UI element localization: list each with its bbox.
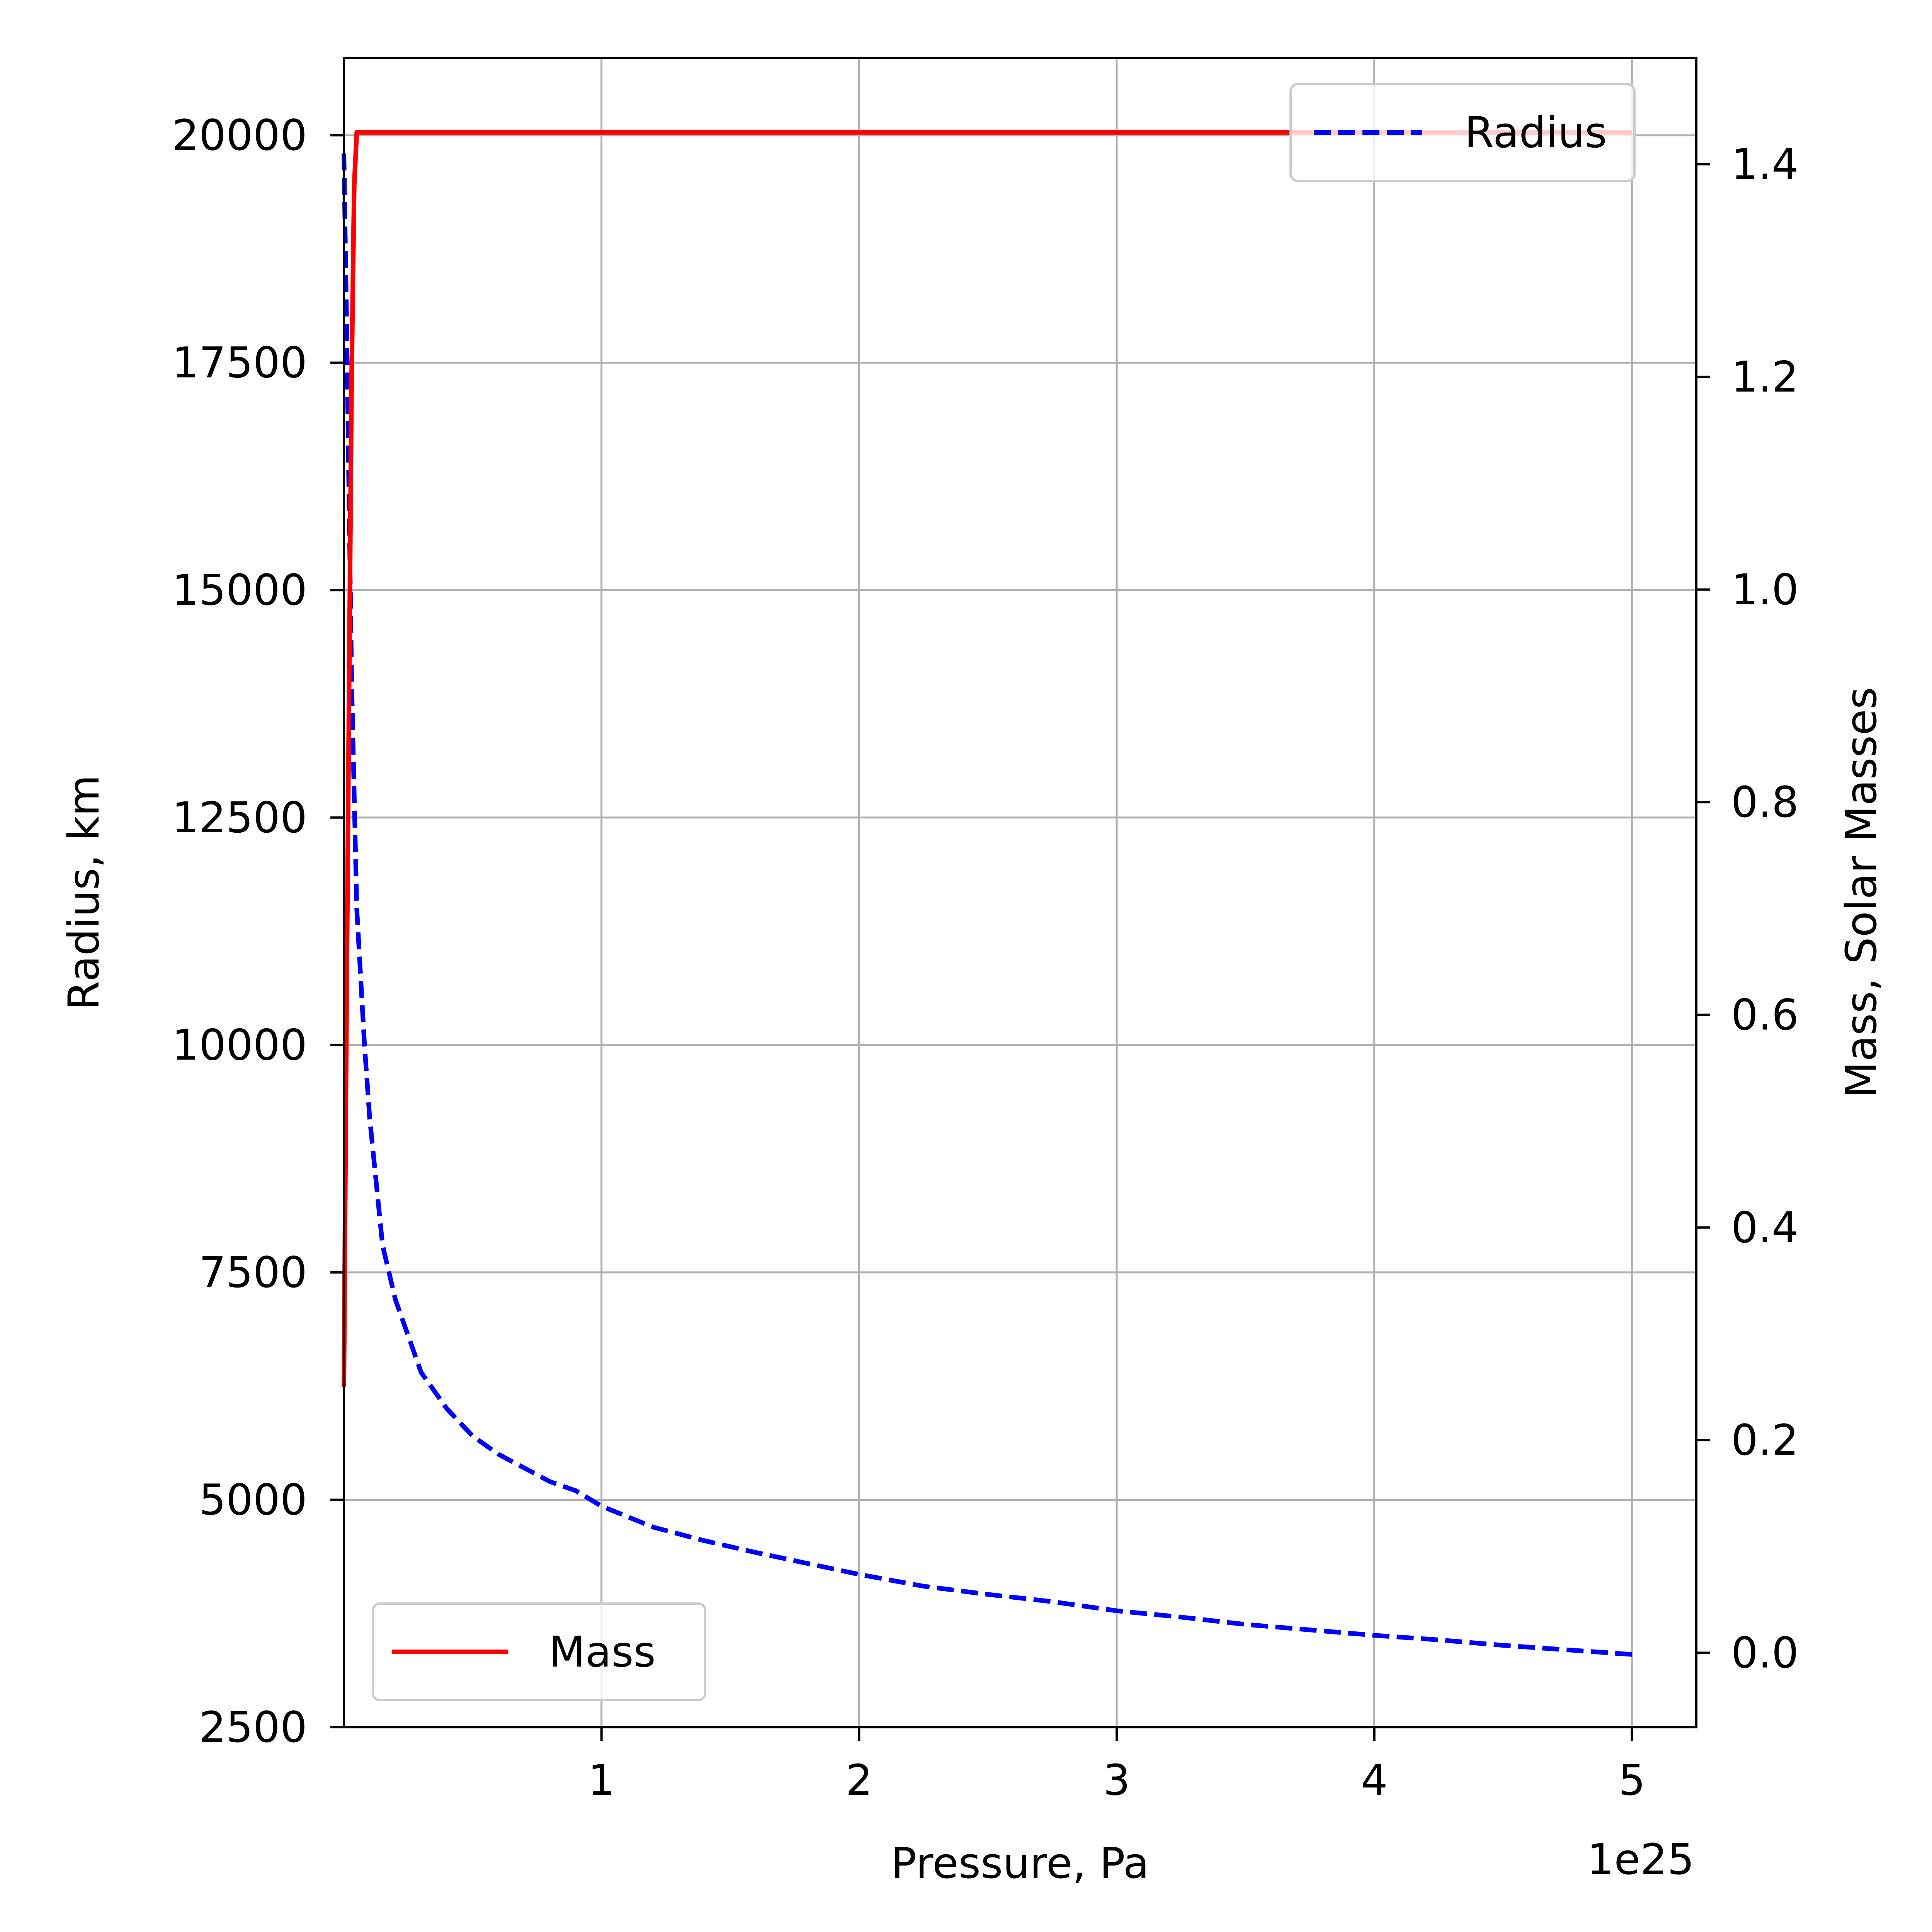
y-left-axis-label: Radius, km xyxy=(59,775,109,1010)
y-left-tick-label: 5000 xyxy=(199,1475,307,1524)
y-left-tick-label: 10000 xyxy=(172,1020,307,1070)
x-tick-label: 1 xyxy=(588,1755,615,1805)
y-right-tick-label: 1.4 xyxy=(1731,139,1799,189)
y-left-tick-label: 20000 xyxy=(172,111,307,160)
x-tick-label: 2 xyxy=(845,1755,872,1805)
ticks: 1 2 3 4 5 2500 5000 7500 10000 12500 15000 17500 200… xyxy=(172,111,1799,1805)
y-right-tick-label: 1.0 xyxy=(1731,565,1799,614)
legend-radius-box xyxy=(1289,83,1636,182)
y-left-tick-label: 7500 xyxy=(199,1248,307,1297)
y-left-tick-label: 2500 xyxy=(199,1702,307,1752)
y-left-tick-label: 17500 xyxy=(172,338,307,388)
y-right-tick-label: 1.2 xyxy=(1731,352,1799,401)
series-radius-line xyxy=(342,153,1632,1657)
legend-radius-label: Radius xyxy=(1464,108,1607,157)
x-tick-label: 4 xyxy=(1361,1755,1388,1805)
y-right-tick-label: 0.0 xyxy=(1731,1628,1799,1677)
y-right-tick-label: 0.6 xyxy=(1731,990,1799,1039)
legend-mass: Mass xyxy=(372,1602,706,1701)
x-axis-label: Pressure, Pa xyxy=(891,1838,1149,1888)
x-tick-label: 5 xyxy=(1618,1755,1645,1805)
x-offset-text: 1e25 xyxy=(1587,1835,1694,1884)
series-layer xyxy=(342,130,1632,1657)
y-left-tick-label: 12500 xyxy=(172,793,307,842)
legend-radius: Radius xyxy=(1289,83,1636,182)
y-right-tick-label: 0.2 xyxy=(1731,1415,1799,1465)
series-mass-line xyxy=(342,130,1632,1387)
legend-mass-label: Mass xyxy=(549,1627,656,1677)
legend-mass-box xyxy=(372,1602,706,1701)
y-left-tick-label: 15000 xyxy=(172,565,307,615)
y-right-tick-label: 0.4 xyxy=(1731,1203,1799,1252)
plot-frame xyxy=(343,57,1697,1728)
x-tick-label: 3 xyxy=(1103,1755,1130,1805)
y-right-tick-label: 0.8 xyxy=(1731,777,1799,827)
y-right-axis-label: Mass, Solar Masses xyxy=(1837,687,1886,1098)
